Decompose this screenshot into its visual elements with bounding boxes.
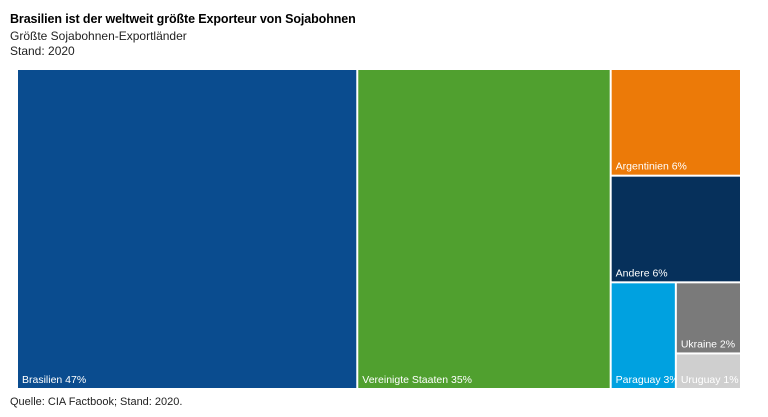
treemap-label-andere: Andere 6% (616, 267, 668, 279)
treemap-cell-vereinigte-staaten (358, 70, 610, 388)
treemap-cell-uruguay (676, 354, 740, 388)
treemap-cell-argentinien (611, 70, 740, 175)
source-note: Quelle: CIA Factbook; Stand: 2020. (10, 396, 183, 408)
chart-subtitle: Größte Sojabohnen-Exportländer (10, 29, 187, 43)
treemap-label-paraguay: Paraguay 3% (616, 374, 679, 386)
chart-title: Brasilien ist der weltweit größte Export… (10, 12, 356, 26)
treemap-cell-paraguay (611, 283, 675, 388)
treemap-label-brasilien: Brasilien 47% (22, 374, 86, 386)
chart-date-note: Stand: 2020 (10, 44, 75, 58)
treemap-label-argentinien: Argentinien 6% (616, 161, 687, 173)
treemap-cell-ukraine (676, 283, 740, 353)
treemap-cell-andere (611, 176, 740, 282)
treemap-label-vereinigte-staaten: Vereinigte Staaten 35% (362, 374, 472, 386)
treemap-label-ukraine: Ukraine 2% (681, 338, 735, 350)
treemap-cell-brasilien (18, 70, 357, 388)
treemap-label-uruguay: Uruguay 1% (681, 374, 739, 386)
